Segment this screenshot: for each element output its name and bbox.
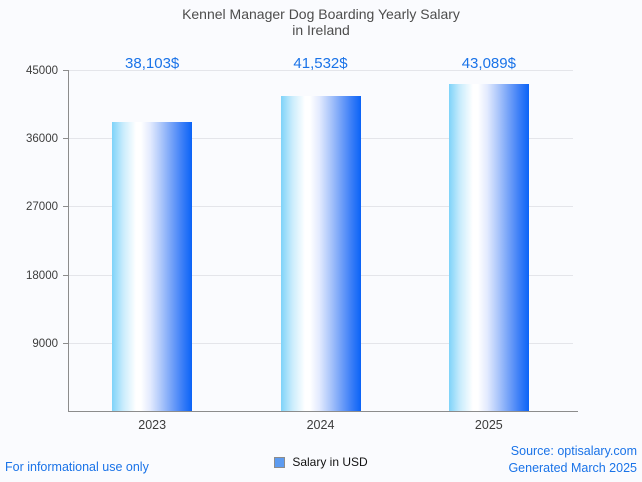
y-tick-label: 9000 <box>32 337 58 350</box>
footer-source-block: Source: optisalary.com Generated March 2… <box>508 443 637 477</box>
gridline <box>68 70 573 71</box>
bar-value-label: 43,089$ <box>461 55 516 72</box>
x-tick-label: 2024 <box>306 418 335 432</box>
legend-label: Salary in USD <box>292 455 368 469</box>
footer-source-link[interactable]: Source: optisalary.com <box>510 444 637 458</box>
x-tick-label: 2025 <box>474 418 503 432</box>
chart-title: Kennel Manager Dog Boarding Yearly Salar… <box>0 6 642 38</box>
y-axis-tick <box>63 275 68 276</box>
y-tick-label: 18000 <box>26 269 58 282</box>
bar-2023 <box>112 122 192 411</box>
y-tick-label: 36000 <box>26 132 58 145</box>
bar-2024 <box>281 96 361 411</box>
y-axis-tick <box>63 343 68 344</box>
chart-title-line1: Kennel Manager Dog Boarding Yearly Salar… <box>182 6 460 22</box>
y-axis-tick <box>63 70 68 71</box>
legend-swatch-icon <box>274 456 286 468</box>
bar-value-label: 38,103$ <box>125 55 180 72</box>
y-axis-line <box>68 70 69 411</box>
y-tick-label: 27000 <box>26 200 58 213</box>
chart-legend: Salary in USD <box>0 455 642 469</box>
chart-title-line2: in Ireland <box>292 22 350 38</box>
y-axis-tick <box>63 138 68 139</box>
footer-disclaimer: For informational use only <box>5 460 149 474</box>
x-tick-label: 2023 <box>138 418 167 432</box>
bar-value-label: 41,532$ <box>293 55 348 72</box>
x-axis-line <box>68 411 578 412</box>
y-tick-label: 45000 <box>26 64 58 77</box>
footer-generated-date: Generated March 2025 <box>508 461 637 475</box>
y-axis-tick <box>63 206 68 207</box>
bar-2025 <box>449 84 529 411</box>
